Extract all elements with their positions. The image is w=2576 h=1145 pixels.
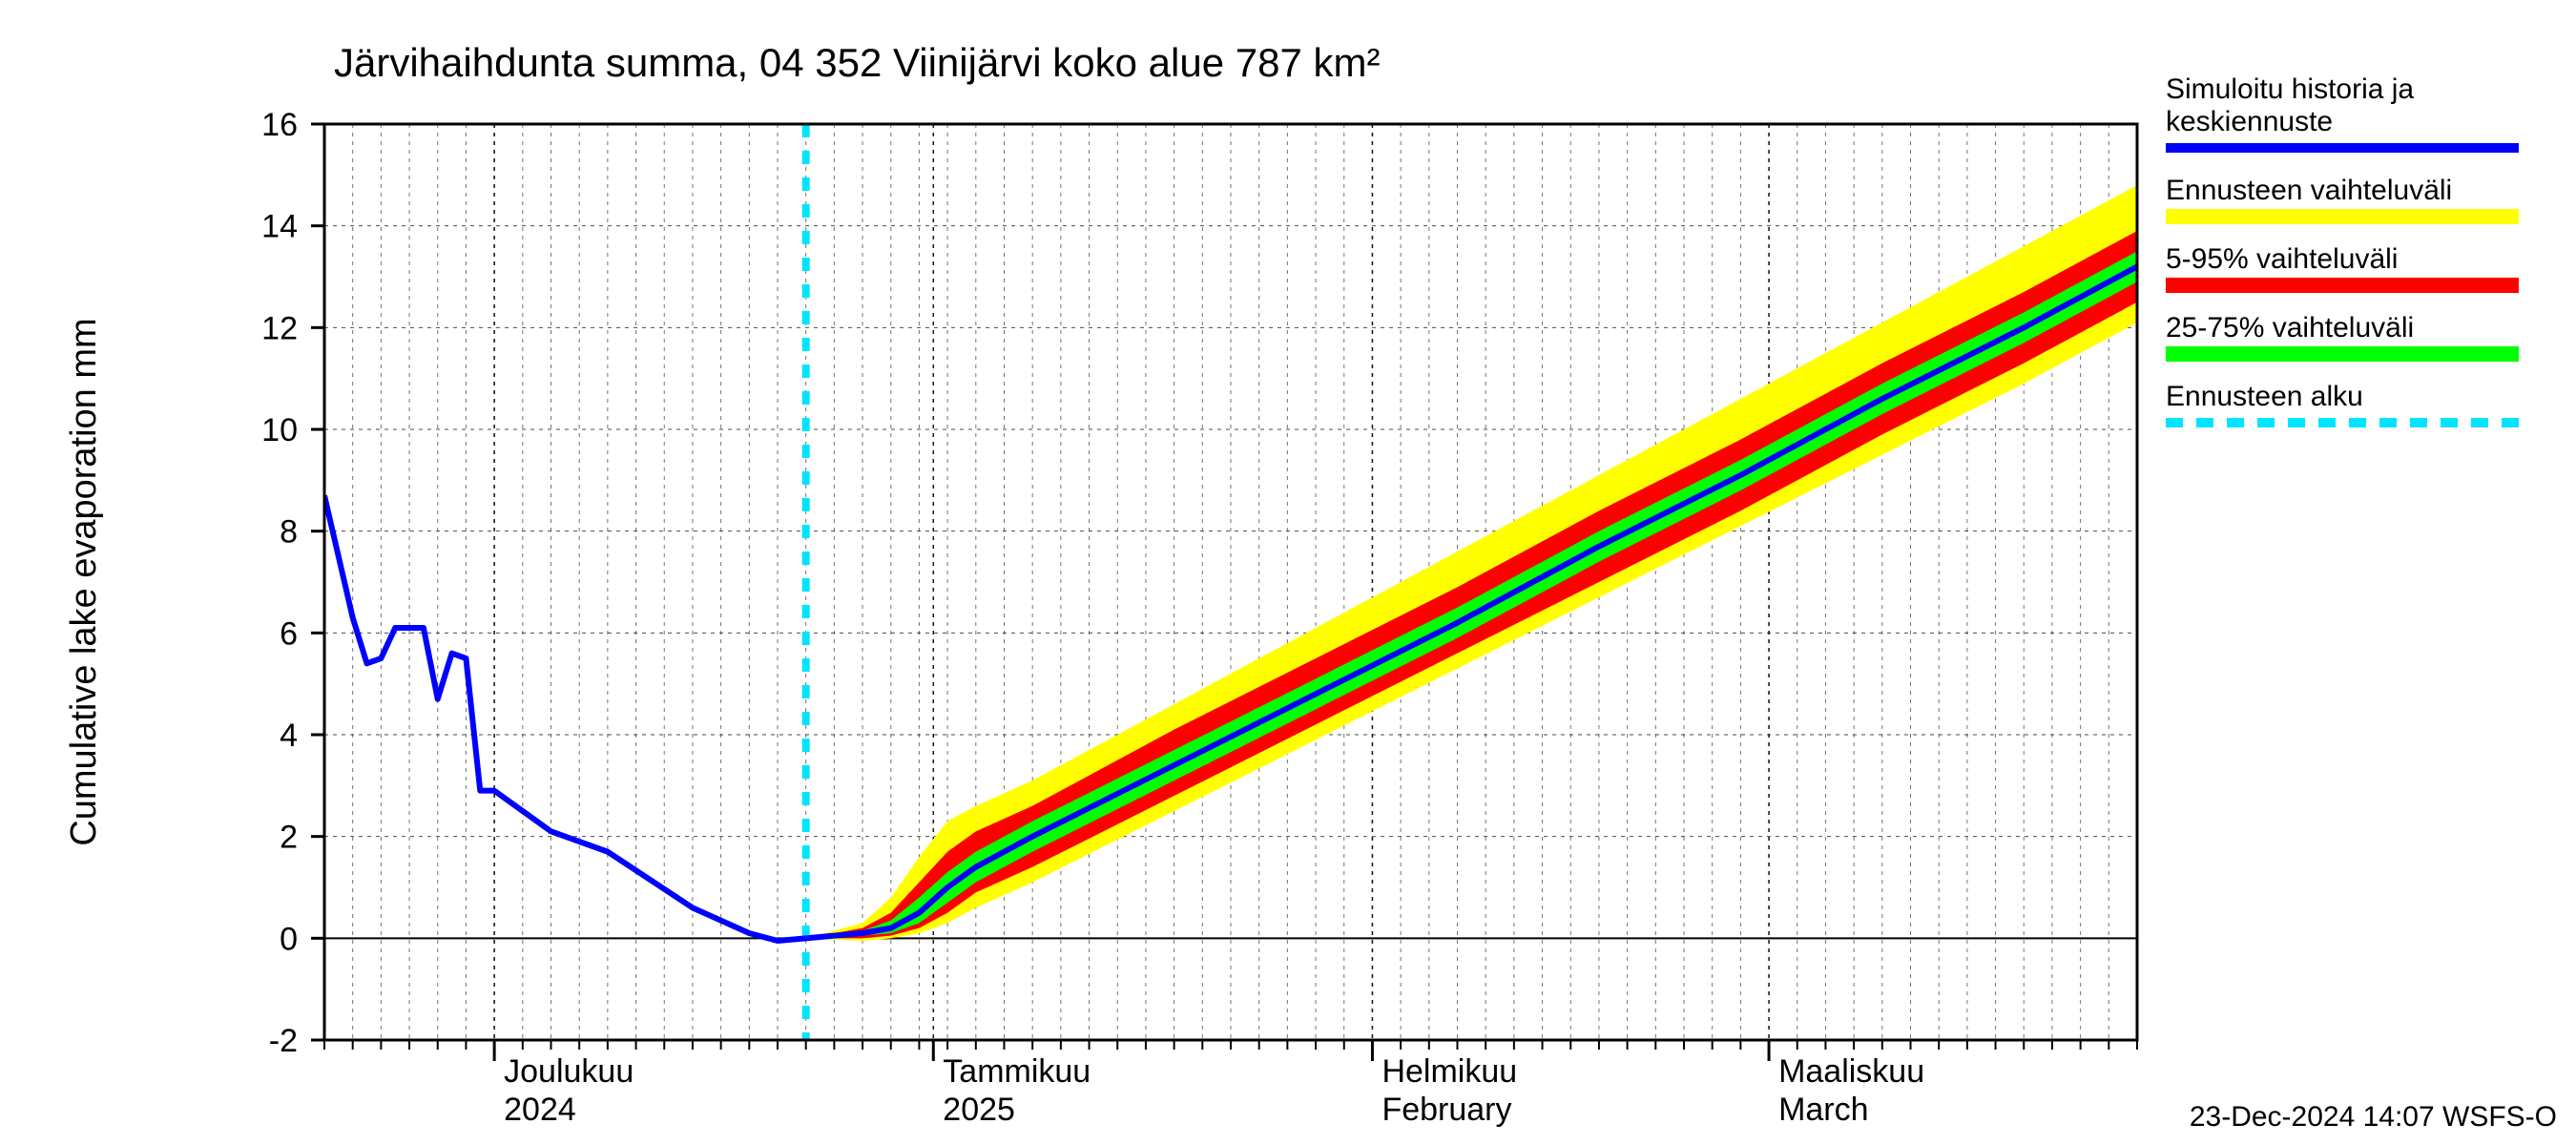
y-tick-label: 0 (280, 921, 298, 957)
legend-label: Simuloitu historia ja (2166, 73, 2414, 105)
y-tick-label: 16 (261, 107, 298, 143)
timestamp-label: 23-Dec-2024 14:07 WSFS-O (2190, 1101, 2557, 1133)
x-month-label-top: Tammikuu (943, 1053, 1091, 1090)
y-tick-label: -2 (269, 1023, 298, 1059)
legend-swatch (2166, 346, 2519, 362)
x-month-label-bottom: 2024 (504, 1092, 576, 1128)
y-axis-label: Cumulative lake evaporation mm (64, 318, 104, 845)
legend-swatch (2166, 278, 2519, 293)
y-tick-label: 8 (280, 514, 298, 551)
chart-bg (0, 0, 2576, 1145)
y-tick-label: 14 (261, 209, 298, 245)
legend-label: 25-75% vaihteluväli (2166, 312, 2414, 344)
legend-swatch (2166, 209, 2519, 224)
legend-label: Ennusteen alku (2166, 381, 2363, 412)
x-month-label-top: Helmikuu (1381, 1053, 1517, 1090)
x-month-label-top: Maaliskuu (1778, 1053, 1924, 1090)
legend-label: keskiennuste (2166, 106, 2333, 137)
y-tick-label: 12 (261, 310, 298, 346)
y-tick-label: 2 (280, 820, 298, 856)
chart-root: -2 0 2 4 6 8 10 12 14 16 Joulukuu2024 Tammikuu2025 H… (0, 0, 2576, 1145)
legend-label: 5-95% vaihteluväli (2166, 243, 2398, 275)
x-month-label-bottom: February (1381, 1092, 1511, 1128)
x-month-label-bottom: March (1778, 1092, 1868, 1128)
chart-title: Järvihaihdunta summa, 04 352 Viinijärvi … (334, 40, 1380, 85)
x-month-label-top: Joulukuu (504, 1053, 634, 1090)
y-tick-label: 6 (280, 615, 298, 652)
x-month-label-bottom: 2025 (943, 1092, 1015, 1128)
legend-label: Ennusteen vaihteluväli (2166, 175, 2452, 206)
y-tick-label: 10 (261, 412, 298, 448)
y-tick-label: 4 (280, 718, 298, 754)
